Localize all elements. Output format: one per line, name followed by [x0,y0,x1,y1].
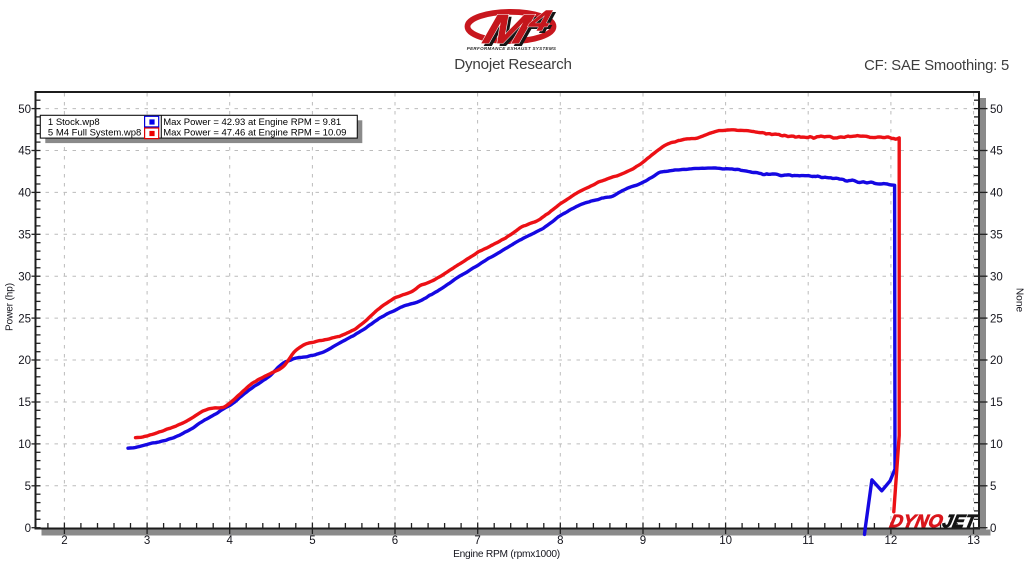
svg-text:None: None [1014,288,1024,313]
svg-text:0: 0 [990,523,996,535]
svg-text:7: 7 [474,535,480,547]
svg-text:20: 20 [18,355,31,367]
svg-text:30: 30 [990,271,1003,283]
svg-text:1 Stock.wp8: 1 Stock.wp8 [48,117,100,128]
svg-text:8: 8 [557,535,563,547]
svg-text:CF: SAE Smoothing: 5: CF: SAE Smoothing: 5 [864,58,1009,74]
svg-text:10: 10 [990,439,1003,451]
svg-text:13: 13 [967,535,980,547]
svg-text:6: 6 [392,535,398,547]
svg-text:45: 45 [990,146,1003,158]
svg-text:10: 10 [719,535,732,547]
svg-text:20: 20 [990,355,1003,367]
svg-text:12: 12 [885,535,898,547]
svg-text:50: 50 [18,104,31,116]
svg-text:Dynojet Research: Dynojet Research [454,56,572,73]
svg-text:3: 3 [144,535,150,547]
svg-text:35: 35 [18,230,31,242]
svg-text:30: 30 [18,271,31,283]
svg-text:5 M4 Full System.wp8: 5 M4 Full System.wp8 [48,128,141,139]
svg-text:50: 50 [990,104,1003,116]
svg-text:5: 5 [25,481,31,493]
svg-text:25: 25 [990,313,1003,325]
svg-text:0: 0 [25,523,31,535]
svg-text:5: 5 [990,481,996,493]
svg-text:15: 15 [18,397,31,409]
svg-text:PERFORMANCE EXHAUST SYSTEMS: PERFORMANCE EXHAUST SYSTEMS [467,46,556,51]
svg-text:DYNOJET: DYNOJET [888,511,980,531]
svg-text:Max Power = 47.46 at Engine RP: Max Power = 47.46 at Engine RPM = 10.09 [163,128,346,139]
svg-text:10: 10 [18,439,31,451]
svg-text:35: 35 [990,230,1003,242]
svg-text:4: 4 [226,535,233,547]
svg-text:2: 2 [61,535,67,547]
svg-text:15: 15 [990,397,1003,409]
svg-text:40: 40 [990,188,1003,200]
svg-text:11: 11 [802,535,814,547]
svg-text:25: 25 [18,313,31,325]
svg-text:45: 45 [18,146,31,158]
svg-text:Engine RPM (rpmx1000): Engine RPM (rpmx1000) [453,549,560,560]
svg-text:9: 9 [640,535,646,547]
svg-text:40: 40 [18,188,31,200]
svg-text:5: 5 [309,535,315,547]
svg-text:Power (hp): Power (hp) [5,283,16,331]
svg-text:Max Power = 42.93 at Engine RP: Max Power = 42.93 at Engine RPM = 9.81 [163,117,341,128]
